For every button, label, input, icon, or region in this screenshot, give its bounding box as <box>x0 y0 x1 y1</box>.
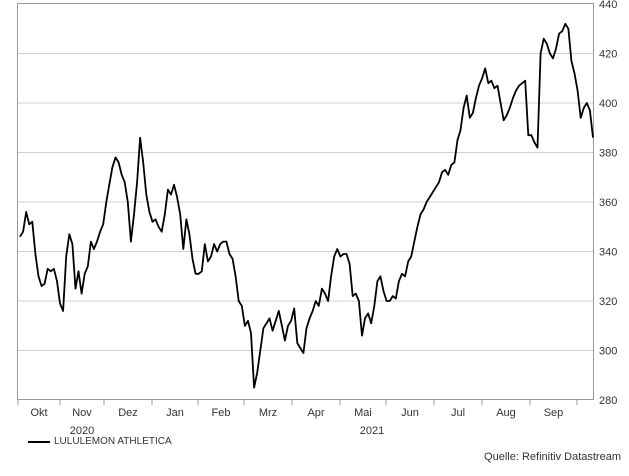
y-tick-label: 280 <box>599 395 617 407</box>
y-tick-label: 440 <box>599 0 617 11</box>
x-tick-label: Apr <box>307 407 324 419</box>
year-labels: 2020 2021 <box>70 425 384 437</box>
plot-border <box>17 3 594 400</box>
x-tick-label: Jun <box>401 407 419 419</box>
legend-label: LULULEMON ATHLETICA <box>54 436 172 447</box>
x-tick-label: Mai <box>354 407 372 419</box>
x-axis-ticks <box>17 400 578 405</box>
grid-lines <box>18 53 593 351</box>
x-tick-label: Jan <box>166 407 184 419</box>
y-tick-label: 400 <box>599 98 617 110</box>
y-tick-label: 360 <box>599 197 617 209</box>
source-note: Quelle: Refinitiv Datastream <box>484 451 621 463</box>
y-tick-label: 420 <box>599 49 617 61</box>
year-label: 2021 <box>360 425 384 437</box>
y-tick-label: 300 <box>599 346 617 358</box>
y-tick-label: 380 <box>599 148 617 160</box>
x-tick-label: Feb <box>212 407 231 419</box>
x-tick-label: Sep <box>544 407 564 419</box>
x-tick-label: Dez <box>118 407 138 419</box>
y-tick-label: 340 <box>599 247 617 259</box>
x-tick-label: Jul <box>451 407 465 419</box>
y-tick-label: 320 <box>599 296 617 308</box>
series-line-lululemon <box>19 22 594 389</box>
x-tick-label: Okt <box>30 407 47 419</box>
y-axis-labels: 280 300 320 340 360 380 400 420 440 <box>599 0 617 407</box>
year-label: 2020 <box>70 425 94 437</box>
legend: LULULEMON ATHLETICA <box>28 436 172 447</box>
x-tick-label: Mrz <box>259 407 277 419</box>
legend-line-swatch <box>28 440 50 443</box>
x-tick-label: Nov <box>72 407 92 419</box>
x-axis-labels: Okt Nov Dez Jan Feb Mrz Apr Mai Jun Jul Aug Sep <box>30 407 563 419</box>
x-tick-label: Aug <box>496 407 516 419</box>
